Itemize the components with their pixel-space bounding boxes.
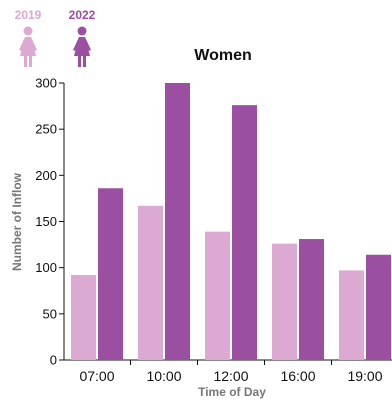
x-tick-label: 10:00 <box>146 368 181 384</box>
bar-2022-1200 <box>232 105 257 360</box>
legend-label-2022: 2022 <box>69 8 96 22</box>
y-axis-label: Number of Inflow <box>10 172 24 271</box>
y-tick-label: 200 <box>35 168 57 183</box>
bar-2022-1900 <box>366 254 391 360</box>
legend-label-2019: 2019 <box>15 8 42 22</box>
x-tick-label: 19:00 <box>347 368 382 384</box>
bars <box>71 83 391 360</box>
bar-2019-1900 <box>339 270 364 360</box>
bar-2019-1000 <box>138 205 163 360</box>
y-tick-label: 100 <box>35 260 57 275</box>
bar-2022-1000 <box>165 83 190 360</box>
y-tick-label: 300 <box>35 76 57 91</box>
y-tick-label: 150 <box>35 214 57 229</box>
x-axis: 07:00 10:00 12:00 16:00 19:00 <box>64 359 392 384</box>
legend: 2019 2022 <box>15 8 96 67</box>
y-tick-label: 0 <box>50 353 57 368</box>
chart-title: Women <box>194 47 251 64</box>
woman-icon <box>19 26 37 67</box>
legend-item-2019: 2019 <box>15 8 42 67</box>
y-tick-label: 50 <box>43 306 57 321</box>
bar-2022-1600 <box>299 239 324 360</box>
bar-2019-0700 <box>71 275 96 360</box>
x-axis-label: Time of Day <box>198 385 266 399</box>
bar-2019-1600 <box>272 243 297 360</box>
x-tick-label: 12:00 <box>213 368 248 384</box>
x-tick-label: 07:00 <box>79 368 114 384</box>
woman-icon <box>73 26 91 67</box>
bar-2019-1200 <box>205 231 230 360</box>
y-tick-label: 250 <box>35 122 57 137</box>
legend-item-2022: 2022 <box>69 8 96 67</box>
y-axis: 0 50 100 150 200 250 300 <box>35 76 65 368</box>
bar-2022-0700 <box>98 188 123 360</box>
x-tick-label: 16:00 <box>280 368 315 384</box>
